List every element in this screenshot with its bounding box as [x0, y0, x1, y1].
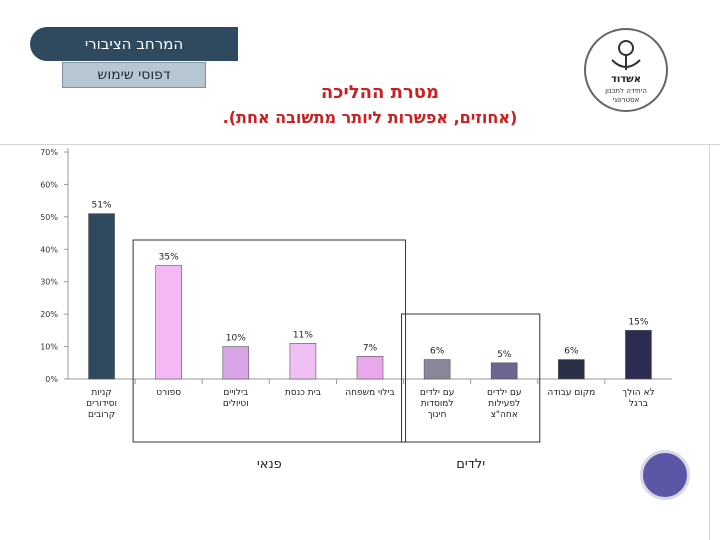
chart-subtitle: .(אחוזים, אפשרות ליותר מתשובה אחת)	[222, 108, 518, 127]
nav-circle-button[interactable]	[640, 450, 690, 500]
divider-vertical	[709, 144, 710, 540]
svg-text:אסטרטגי: אסטרטגי	[613, 96, 640, 104]
bar	[222, 346, 250, 380]
svg-text:אשדוד: אשדוד	[611, 74, 641, 85]
x-tick-label: בילוי משפחה	[345, 388, 395, 398]
group-label: פנאי	[257, 457, 282, 472]
bar	[88, 213, 115, 380]
svg-text:היחידה לתכנון: היחידה לתכנון	[605, 87, 647, 95]
data-label: 35%	[159, 253, 179, 263]
x-tick-label: עם ילדים למוסדות חינוך	[420, 388, 455, 420]
data-label: 6%	[564, 347, 579, 357]
y-tick-label: 0%	[45, 375, 58, 384]
bar	[289, 343, 317, 380]
x-tick-label: ספורט	[156, 388, 181, 398]
bar	[423, 359, 451, 380]
data-label: 11%	[293, 330, 313, 340]
y-tick-label: 70%	[40, 148, 58, 157]
bar	[625, 330, 652, 380]
y-tick-label: 60%	[40, 180, 58, 189]
data-label: 6%	[430, 347, 445, 357]
y-tick-label: 20%	[40, 310, 58, 319]
bar	[490, 362, 518, 380]
x-tick-label: עם ילדים לפעילות אחה"צ	[487, 388, 522, 420]
bar	[155, 265, 182, 380]
y-tick-label: 10%	[40, 343, 58, 352]
municipality-logo: אשדוד היחידה לתכנון אסטרטגי	[584, 28, 668, 112]
group-box	[401, 313, 541, 443]
x-tick-label: לא הולך ברגל	[622, 388, 654, 409]
bar	[356, 355, 384, 380]
x-tick-label: בילויים וטיולים	[223, 388, 249, 409]
data-label: 15%	[628, 317, 648, 327]
data-label: 10%	[226, 334, 246, 344]
group-box	[132, 239, 407, 443]
group-label: ילדים	[456, 457, 485, 472]
divider	[0, 144, 720, 145]
x-tick-label: בית כנסת	[285, 388, 321, 398]
subsection-tab: דפוסי שימוש	[62, 62, 206, 88]
data-label: 7%	[363, 343, 378, 353]
y-tick-label: 50%	[40, 213, 58, 222]
y-tick-label: 40%	[40, 245, 58, 254]
bar	[558, 359, 585, 380]
data-label: 51%	[92, 201, 112, 211]
x-tick-label: קניות וסידורים קרובים	[86, 388, 117, 420]
chart-title: מטרת ההליכה	[320, 82, 440, 103]
y-tick-label: 30%	[40, 278, 58, 287]
data-label: 5%	[497, 350, 512, 360]
section-tab: המרחב הציבורי	[30, 27, 238, 61]
x-tick-label: מקום עבודה	[547, 388, 595, 398]
